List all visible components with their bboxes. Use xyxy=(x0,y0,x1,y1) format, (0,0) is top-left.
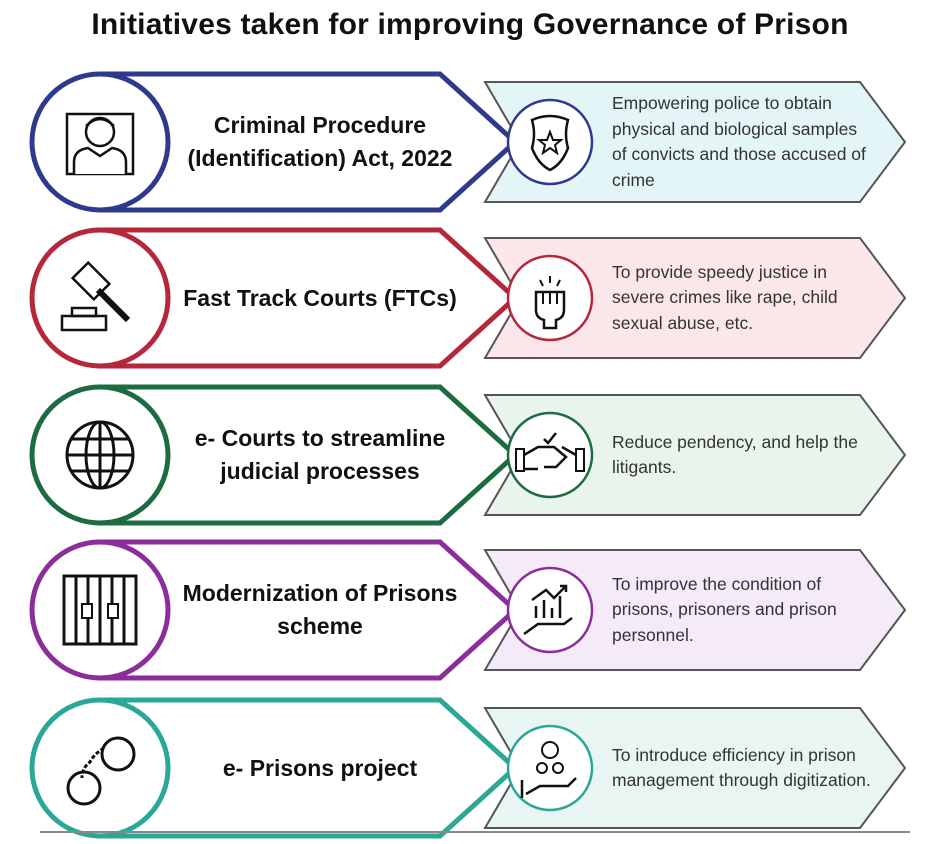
row-4-shapes xyxy=(29,539,907,681)
person-portrait-icon xyxy=(65,112,135,176)
row-5-shapes xyxy=(29,697,907,839)
page-title: Initiatives taken for improving Governan… xyxy=(91,8,849,41)
globe-icon xyxy=(65,420,135,490)
initiative-title: e- Prisons project xyxy=(222,754,418,781)
initiative-description: To improve the condition of prisons, pri… xyxy=(612,573,837,645)
row-3-shapes xyxy=(29,384,907,526)
gavel-icon xyxy=(60,260,131,332)
initiative-title: Criminal Procedure (Identification) Act,… xyxy=(187,112,453,171)
growth-chart-hand-icon xyxy=(523,584,573,636)
small-icon-circle xyxy=(506,411,594,499)
small-icon-circle xyxy=(506,724,594,812)
small-icon-circle xyxy=(506,98,594,186)
divider xyxy=(40,831,910,833)
handcuffs-icon xyxy=(66,736,136,806)
initiative-title: e- Courts to streamline judicial process… xyxy=(194,425,446,484)
initiative-description: To introduce efficiency in prison manage… xyxy=(612,744,871,791)
small-icon-circle xyxy=(506,566,594,654)
icon-circle xyxy=(29,697,171,839)
police-badge-star-icon xyxy=(530,114,570,172)
row-1-shapes xyxy=(29,71,907,213)
initiative-description: Empowering police to obtain physical and… xyxy=(612,93,866,190)
handshake-icon xyxy=(515,432,585,472)
initiative-title: Fast Track Courts (FTCs) xyxy=(183,284,457,311)
initiative-description: Reduce pendency, and help the litigants. xyxy=(612,431,858,478)
initiative-description: To provide speedy justice in severe crim… xyxy=(612,261,838,333)
prison-bars-icon xyxy=(62,574,138,646)
initiative-title: Modernization of Prisons scheme xyxy=(182,580,458,639)
row-2-shapes xyxy=(29,227,907,369)
people-gear-hand-icon xyxy=(520,741,577,798)
icon-circle xyxy=(29,227,171,369)
raised-fist-icon xyxy=(534,276,566,330)
